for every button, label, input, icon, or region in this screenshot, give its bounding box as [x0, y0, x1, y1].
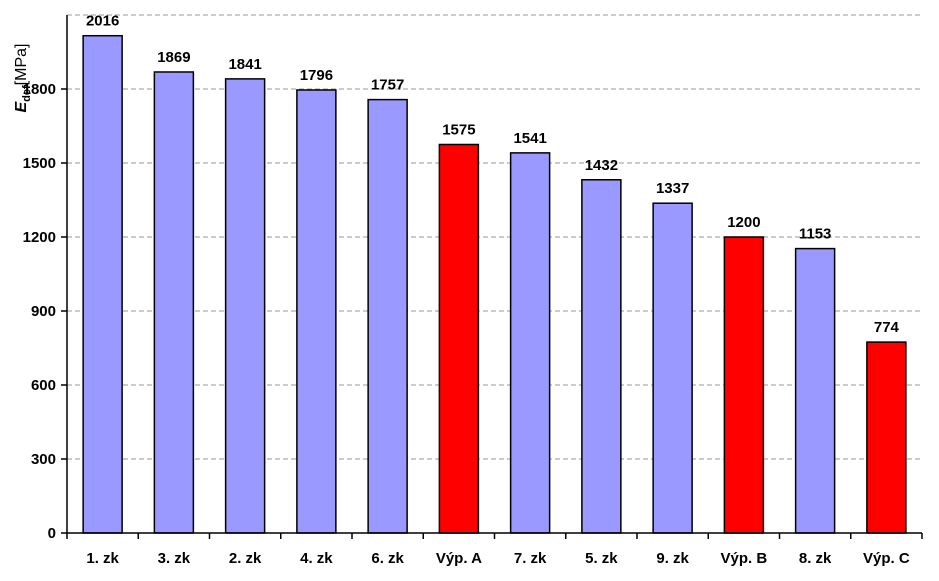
y-axis-symbol: E: [13, 100, 30, 112]
x-tick-label: 2. zk: [229, 550, 262, 567]
bar: [509, 152, 551, 534]
y-tick-label: 900: [31, 303, 56, 320]
y-tick-label: 600: [31, 377, 56, 394]
y-tick-label: 1800: [23, 81, 56, 98]
x-tick-label: 8. zk: [799, 550, 832, 567]
bar: [367, 98, 408, 534]
y-axis-subscript: def: [21, 85, 33, 102]
data-label: 1200: [727, 214, 760, 231]
data-label: 1757: [371, 77, 404, 94]
y-ticks: 0 300 600 900 1200 1500 1800: [23, 81, 67, 542]
data-label: 1841: [228, 56, 261, 73]
bar: [866, 341, 907, 534]
data-label: 2016: [86, 13, 119, 30]
data-label: 1796: [300, 67, 333, 84]
data-labels: 2016 1869 1841 1796 1757 1575 1541 1432 1337 1200…: [86, 13, 900, 336]
bar: [652, 202, 693, 534]
data-label: 774: [874, 319, 900, 336]
data-label: 1541: [513, 130, 546, 147]
x-tick-label: 4. zk: [300, 550, 333, 567]
bar: [794, 247, 836, 534]
y-tick-label: 1200: [23, 229, 56, 246]
bar: [438, 143, 480, 534]
x-tick-label: 5. zk: [585, 550, 618, 567]
x-tick-labels: 1. zk 3. zk 2. zk 4. zk 6. zk Výp. A 7. zk 5. z…: [66, 533, 923, 567]
x-tick-label: Výp. C: [863, 550, 910, 567]
x-tick-label: 6. zk: [371, 550, 404, 567]
bar: [296, 89, 337, 534]
data-label: 1869: [157, 49, 190, 66]
y-tick-label: 1500: [23, 155, 56, 172]
x-tick-label: 3. zk: [158, 550, 191, 567]
x-tick-label: 7. zk: [514, 550, 547, 567]
bar: [581, 179, 622, 534]
bar: [723, 236, 765, 534]
y-tick-label: 0: [48, 525, 56, 542]
data-label: 1575: [442, 122, 475, 139]
data-label: 1432: [585, 157, 618, 174]
bars: [82, 34, 907, 534]
data-label: 1337: [656, 180, 689, 197]
y-axis-unit: [MPa]: [13, 44, 30, 86]
gridlines: [67, 14, 922, 460]
bar: [224, 78, 266, 534]
x-tick-label: Výp. B: [721, 550, 768, 567]
bar: [153, 71, 195, 534]
bar: [82, 34, 123, 534]
x-tick-label: 9. zk: [656, 550, 689, 567]
data-label: 1153: [799, 226, 832, 243]
y-tick-label: 300: [31, 451, 56, 468]
y-axis-title: Edef[MPa]: [13, 44, 33, 113]
x-tick-label: Výp. A: [436, 550, 482, 567]
x-tick-label: 1. zk: [86, 550, 119, 567]
